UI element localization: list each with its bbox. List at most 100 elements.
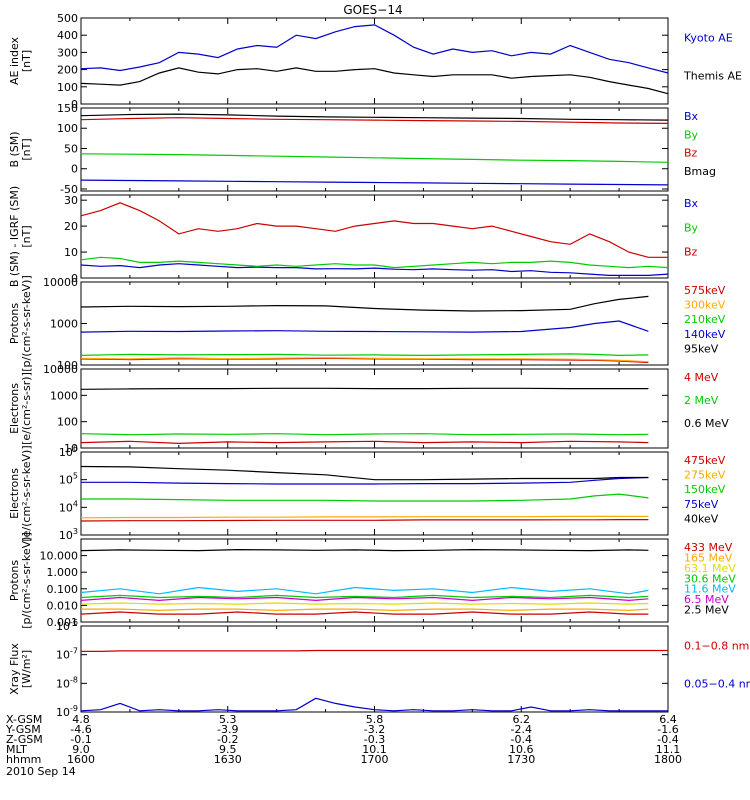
footer-value: 1600 <box>67 753 95 766</box>
y-tick-label: 106 <box>59 444 78 459</box>
y-axis-label: [e/(cm²-s-sr)] <box>20 372 33 445</box>
y-tick-label: 0 <box>71 272 78 285</box>
footer-value: -3.2 <box>364 723 385 736</box>
y-axis-label: Xray Flux <box>8 643 21 695</box>
y-tick-label: 10 <box>64 442 78 455</box>
y-tick-label: 0.001 <box>47 616 79 629</box>
y-axis-label: [e/(cm²-s-sr-keV)] <box>20 445 33 541</box>
y-tick-label: 1000 <box>50 318 78 331</box>
y-tick-label: 104 <box>59 499 78 514</box>
footer-value: -3.9 <box>217 723 238 736</box>
footer-row-label: Z-GSM <box>6 733 43 746</box>
y-axis-label: [nT] <box>20 50 33 72</box>
y-tick-label: 0.100 <box>47 583 79 596</box>
y-tick-label: 1000 <box>50 389 78 402</box>
y-tick-label: 20 <box>64 220 78 233</box>
y-axis-label: [p/(cm²-s-sr-keV)] <box>20 275 33 372</box>
legend-entry: 0.1−0.8 nm <box>684 639 749 652</box>
y-axis-label: Electrons <box>8 383 21 434</box>
panel-ae: 0 100 200 300 400 500 AE index [nT] Kyoto AE Them… <box>8 12 742 111</box>
footer-value: 1730 <box>507 753 535 766</box>
footer-value: 6.2 <box>513 713 531 726</box>
legend-entry: Bmag <box>684 165 716 178</box>
series-line <box>80 515 649 519</box>
series-line <box>80 586 649 595</box>
series-line <box>80 179 669 186</box>
footer-value: 1800 <box>654 753 682 766</box>
footer-value: 6.4 <box>659 713 677 726</box>
y-tick-label: 100 <box>57 81 78 94</box>
panel-frame <box>80 368 669 449</box>
series-line <box>80 263 669 276</box>
legend-entry: 2.5 MeV <box>684 604 729 617</box>
legend-entry: 165 MeV <box>684 551 733 564</box>
y-tick-label: 100 <box>57 122 78 135</box>
y-axis-label: Protons <box>8 560 21 601</box>
panel-frame <box>80 17 669 105</box>
footer-date: 2010 Sep 14 <box>6 765 76 778</box>
y-tick-label: 10000 <box>43 276 78 289</box>
series-line <box>80 24 669 74</box>
y-tick-label: 500 <box>57 12 78 25</box>
legend-entry: 300keV <box>684 299 726 312</box>
footer-value: 4.8 <box>72 713 90 726</box>
series-line <box>80 67 669 95</box>
y-tick-label: 10-7 <box>56 647 78 662</box>
series-line <box>81 493 649 502</box>
y-axis-label: Protons <box>8 303 21 344</box>
y-tick-label: 10-6 <box>56 618 78 633</box>
footer-value: -0.2 <box>217 733 238 746</box>
y-axis-label: [p/(cm²-s-sr-keV)] <box>20 532 33 629</box>
footer-value: -0.1 <box>70 733 91 746</box>
legend-entry: 2 MeV <box>684 394 719 407</box>
y-tick-label: -50 <box>60 183 78 196</box>
series-line <box>80 518 649 522</box>
legend-entry: 0.6 MeV <box>684 417 729 430</box>
footer-value: 9.5 <box>219 743 237 756</box>
series-line <box>81 649 668 653</box>
y-axis-label: [W/m²] <box>20 650 33 688</box>
footer-value: -4.6 <box>70 723 91 736</box>
series-line <box>80 433 649 436</box>
panel-frame <box>80 281 669 366</box>
footer-value: 1630 <box>214 753 242 766</box>
y-tick-label: 300 <box>57 46 78 59</box>
legend-entry: 6.5 MeV <box>684 593 729 606</box>
footer-row-label: hhmm <box>6 753 41 766</box>
series-line <box>80 295 649 312</box>
panel-electrons1: 10 100 1000 10000 Electrons [e/(cm²-s-sr)] 4 M… <box>8 363 729 455</box>
y-tick-label: 50 <box>64 142 78 155</box>
footer-row-label: Y-GSM <box>5 723 41 736</box>
series-line <box>81 608 649 612</box>
footer-value: 11.1 <box>656 743 681 756</box>
series-line <box>80 596 649 602</box>
legend-entry: 275keV <box>684 469 726 482</box>
footer-value: -2.4 <box>511 723 532 736</box>
legend-entry: 150keV <box>684 483 726 496</box>
legend-entry: 4 MeV <box>684 371 719 384</box>
legend-entry: Themis AE <box>683 69 742 82</box>
y-axis-label: Electrons <box>8 468 21 519</box>
y-tick-label: 0 <box>71 98 78 111</box>
panel-bsm: -50 0 50 100 150 B (SM) [nT] Bx By Bz Bmag <box>8 102 716 196</box>
y-axis-label: AE index <box>8 36 21 85</box>
panel-protons2: 0.001 0.010 0.100 1.000 10.000 Protons [p/(cm²… <box>8 532 736 629</box>
y-tick-label: 105 <box>59 472 78 487</box>
y-axis-label: B (SM) - IGRF (SM) <box>8 186 21 287</box>
legend-entry: 575keV <box>684 284 726 297</box>
footer-value: 1700 <box>361 753 389 766</box>
y-tick-label: 0 <box>71 163 78 176</box>
series-line <box>80 697 668 712</box>
y-tick-label: 400 <box>57 29 78 42</box>
legend-entry: By <box>684 221 699 234</box>
legend-entry: Bz <box>684 147 698 160</box>
panel-protons1: 100 1000 10000 Protons [p/(cm²-s-sr-keV)] 575… <box>8 275 726 372</box>
footer-value: -0.4 <box>657 733 678 746</box>
legend-entry: Kyoto AE <box>684 31 733 44</box>
legend-entry: 95keV <box>684 342 719 355</box>
y-tick-label: 200 <box>57 64 78 77</box>
y-tick-label: 10-8 <box>56 675 78 690</box>
legend-entry: 433 MeV <box>684 541 733 554</box>
